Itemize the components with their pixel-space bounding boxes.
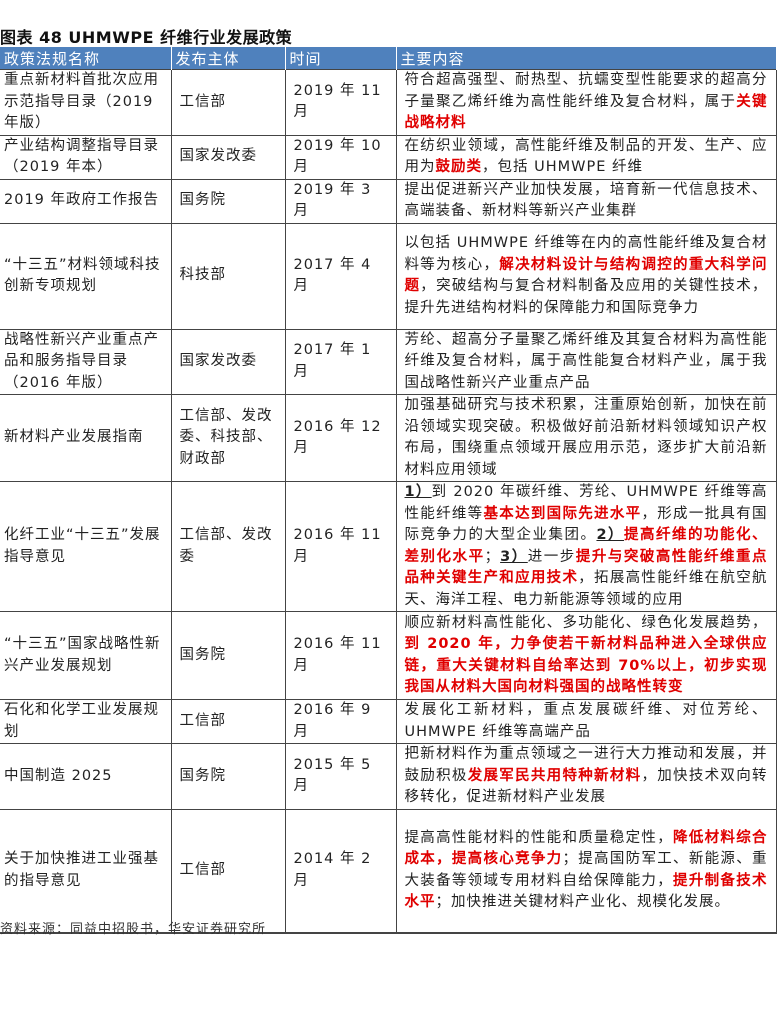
table-row: 重点新材料首批次应用示范指导目录（2019 年版） 工信部 2019 年 11 月符… [0,69,777,136]
issuer-cell: 国家发改委 [170,134,286,180]
date-cell: 2014 年 2 月 [284,808,397,934]
highlighted-text: 鼓励类 [435,159,482,175]
policy-name-cell: 产业结构调整指导目录（2019 年本） [0,134,172,180]
header-content: 主要内容 [396,47,777,70]
content-text: 进一步 [527,548,576,565]
content-cell: 以包括 UHMWPE 纤维等在内的高性能纤维及复合材料等为核心，解决材料设计与结… [395,222,777,330]
content-text: 发展化工新材料，重点发展碳纤维、对位芳纶、UHMWPE 纤维等高端产品 [404,702,768,740]
date-cell: 2017 年 1 月 [284,328,397,395]
content-text: 顺应新材料高性能化、多功能化、绿色化发展趋势， [404,614,768,631]
highlighted-text: 基本达到国际先进水平 [483,505,642,522]
content-text: ；加快推进关键材料产业化、规模化发展。 [435,894,730,911]
policy-name-cell: 石化和化学工业发展规划 [0,699,172,744]
content-text: 提高高性能材料的性能和质量稳定性， [404,829,674,846]
content-text: ，加快技术双向转移转化，促进新材料产业发展 [404,767,768,806]
date-cell: 2019 年 11 月 [284,69,397,136]
issuer-cell: 工信部、发改委、科技部、财政部 [170,394,286,482]
policy-table: 政策法规名称 发布主体 时间 主要内容 重点新材料首批次应用示范指导目录（201… [0,47,777,934]
table-row: “十三五”国家战略性新兴产业发展规划 国务院 2016 年 11 月顺应新材料高性能… [0,611,777,700]
content-text: 符合超高强型、耐热型、抗蠕变型性能要求的超高分子量聚乙烯纤维为高性能纤维及复合材… [404,72,768,110]
table-row: 石化和化学工业发展规划 工信部 2016 年 9 月发展化工新材料，重点发展碳纤维、… [0,699,777,744]
issuer-cell: 工信部 [170,808,286,934]
content-cell: 把新材料作为重点领域之一进行大力推动和发展，并鼓励积极发展军民共用特种新材料，加… [395,743,777,810]
content-text: ，形成一批具有国际竞争力的大型企业集团。 [404,505,768,544]
header-issuer: 发布主体 [171,47,286,70]
content-text: 加强基础研究与技术积累，注重原始创新，加快在前沿领域实现突破。积极做好前沿新材料… [404,397,768,478]
issuer-cell: 工信部 [170,69,286,136]
issuer-cell: 国家发改委 [170,328,286,395]
highlighted-text: 到 2020 年，力争使若干新材料品种进入全球供应链，重大关键材料自给率达到 7… [404,636,768,695]
issuer-cell: 工信部 [170,699,286,744]
policy-name-cell: 新材料产业发展指南 [0,394,172,482]
source-note: 资料来源：同益中招股书，华安证券研究所 [0,922,267,937]
table-row: 关于加快推进工业强基的指导意见 工信部 2014 年 2 月提高高性能材料的性能和质… [0,808,777,934]
content-cell: 1）到 2020 年碳纤维、芳纶、UHMWPE 纤维等高性能纤维等基本达到国际先… [395,481,777,612]
policy-name-cell: 化纤工业“十三五”发展指导意见 [0,481,172,612]
table-row: 新材料产业发展指南 工信部、发改委、科技部、财政部 2016 年 12 月加强基础研… [0,394,777,482]
policy-name-cell: 战略性新兴产业重点产品和服务指导目录（2016 年版） [0,328,172,395]
policy-name-cell: 中国制造 2025 [0,743,172,810]
content-text: ，拓展高性能纤维在航空航天、海洋工程、电力新能源等领域的应用 [404,570,768,608]
policy-name-cell: “十三五”国家战略性新兴产业发展规划 [0,611,172,700]
content-text: ； [484,548,501,565]
date-cell: 2017 年 4 月 [284,222,397,330]
highlighted-text: 提升制备技术水平 [404,872,768,911]
header-policy-name: 政策法规名称 [0,47,172,70]
issuer-cell: 国务院 [170,178,286,224]
content-text: 到 2020 年碳纤维、芳纶、UHMWPE 纤维等高性能纤维等 [404,484,768,522]
content-cell: 芳纶、超高分子量聚乙烯纤维及其复合材料为高性能纤维及复合材料，属于高性能复合材料… [395,328,777,395]
highlighted-text: 关键战略材料 [404,93,768,132]
figure-title: 图表 48 UHMWPE 纤维行业发展政策 [0,28,293,47]
content-text: 提出促进新兴产业加快发展，培育新一代信息技术、高端装备、新材料等新兴产业集群 [404,181,768,220]
highlighted-text: 提高纤维的功能化、差别化水平 [404,527,768,565]
content-cell: 加强基础研究与技术积累，注重原始创新，加快在前沿领域实现突破。积极做好前沿新材料… [395,394,777,482]
header-date: 时间 [285,47,397,70]
content-cell: 顺应新材料高性能化、多功能化、绿色化发展趋势， 到 2020 年，力争使若干新材料… [395,611,777,700]
content-cell: 在纺织业领域，高性能纤维及制品的开发、生产、应用为鼓励类，包括 UHMWPE 纤… [395,134,777,180]
content-text: ，突破结构与复合材料制备及应用的关键性技术，提升先进结构材料的保障能力和国际竞争… [404,278,768,316]
date-cell: 2016 年 11 月 [284,481,397,612]
table-row: 战略性新兴产业重点产品和服务指导目录（2016 年版） 国家发改委 2017 年 1… [0,328,777,395]
issuer-cell: 国务院 [170,743,286,810]
content-cell: 符合超高强型、耐热型、抗蠕变型性能要求的超高分子量聚乙烯纤维为高性能纤维及复合材… [395,69,777,136]
policy-name-cell: 关于加快推进工业强基的指导意见 [0,808,172,934]
content-cell: 发展化工新材料，重点发展碳纤维、对位芳纶、UHMWPE 纤维等高端产品 [395,699,777,744]
table-row: “十三五”材料领域科技创新专项规划 科技部 2017 年 4 月以包括 UHMWPE… [0,222,777,330]
highlighted-text: 发展军民共用特种新材料 [467,767,642,784]
table-row: 中国制造 2025 国务院 2015 年 5 月把新材料作为重点领域之一进行大力推动… [0,743,777,810]
content-text: ，包括 UHMWPE 纤维 [482,159,643,175]
table-row: 2019 年政府工作报告 国务院 2019 年 3 月提出促进新兴产业加快发展，培育… [0,178,777,224]
content-cell: 提高高性能材料的性能和质量稳定性，降低材料综合成本，提高核心竞争力；提高国防军工… [395,808,777,934]
content-cell: 提出促进新兴产业加快发展，培育新一代信息技术、高端装备、新材料等新兴产业集群 [395,178,777,224]
policy-name-cell: 2019 年政府工作报告 [0,178,172,224]
highlighted-text: 提升与突破高性能纤维重点品种关键生产和应用技术 [404,548,768,587]
date-cell: 2015 年 5 月 [284,743,397,810]
content-text: 芳纶、超高分子量聚乙烯纤维及其复合材料为高性能纤维及复合材料，属于高性能复合材料… [404,331,768,391]
content-text: ；提高国防军工、新能源、重大装备等领域专用材料自给保障能力， [404,851,768,889]
content-text: 在纺织业领域，高性能纤维及制品的开发、生产、应用为 [404,137,768,176]
content-text: 以包括 UHMWPE 纤维等在内的高性能纤维及复合材料等为核心， [404,235,768,273]
date-cell: 2019 年 3 月 [284,178,397,224]
issuer-cell: 工信部、发改委 [170,481,286,612]
highlighted-text: 解决材料设计与结构调控的重大科学问题 [404,256,768,295]
highlighted-text: 降低材料综合成本，提高核心竞争力 [404,829,768,868]
policy-name-cell: 重点新材料首批次应用示范指导目录（2019 年版） [0,69,172,136]
table-row: 化纤工业“十三五”发展指导意见 工信部、发改委 2016 年 11 月 1）到 202… [0,481,777,612]
date-cell: 2016 年 9 月 [284,699,397,744]
issuer-cell: 国务院 [170,611,286,700]
date-cell: 2016 年 12 月 [284,394,397,482]
date-cell: 2019 年 10 月 [284,134,397,180]
item-number: 1） [404,484,432,500]
policy-name-cell: “十三五”材料领域科技创新专项规划 [0,222,172,330]
table-header-row: 政策法规名称 发布主体 时间 主要内容 [0,47,777,70]
table-row: 产业结构调整指导目录（2019 年本） 国家发改委 2019 年 10 月在纺织业领… [0,134,777,180]
item-number: 2） [596,527,625,543]
content-text: 把新材料作为重点领域之一进行大力推动和发展，并鼓励积极 [404,746,768,784]
item-number: 3） [500,548,528,565]
issuer-cell: 科技部 [170,222,286,330]
date-cell: 2016 年 11 月 [284,611,397,700]
